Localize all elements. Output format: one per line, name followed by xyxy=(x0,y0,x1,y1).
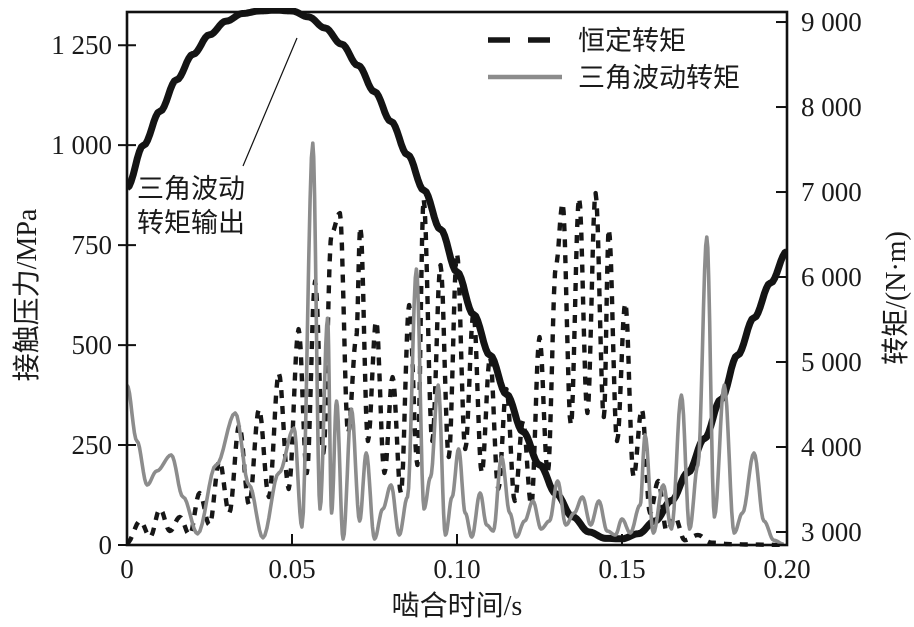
y-right-tick-label: 8 000 xyxy=(801,92,862,122)
curve-torque-output xyxy=(126,8,788,543)
y-left-tick-label: 750 xyxy=(72,230,113,260)
y-left-tick-label: 500 xyxy=(72,330,113,360)
x-tick-label: 0.20 xyxy=(763,554,810,584)
annotation-text-line: 三角波动 xyxy=(137,174,245,204)
curve-triangular-torque xyxy=(126,141,785,546)
legend-item-1: 三角波动转矩 xyxy=(488,63,740,93)
x-tick-label: 0.05 xyxy=(268,554,315,584)
legend-label: 三角波动转矩 xyxy=(578,63,740,93)
x-tick-label: 0 xyxy=(120,554,134,584)
y-left-axis-title: 接触压力/MPa xyxy=(12,208,43,382)
legend-label: 恒定转矩 xyxy=(578,26,686,56)
annotation-leader-line xyxy=(242,37,298,167)
legend-item-0: 恒定转矩 xyxy=(488,26,686,56)
y-right-tick-label: 9 000 xyxy=(801,7,862,37)
y-right-tick-label: 7 000 xyxy=(801,177,862,207)
x-tick-label: 0.15 xyxy=(598,554,645,584)
y-right-tick-label: 4 000 xyxy=(801,432,862,462)
y-right-tick-label: 6 000 xyxy=(801,262,862,292)
curve-constant-torque xyxy=(126,190,787,547)
x-axis-title: 啮合时间/s xyxy=(391,591,523,622)
curves-group xyxy=(126,8,788,547)
y-right-tick-label: 3 000 xyxy=(801,517,862,547)
y-left-tick-label: 250 xyxy=(72,430,113,460)
x-tick-label: 0.10 xyxy=(433,554,480,584)
y-left-tick-label: 1 250 xyxy=(51,30,112,60)
y-left-tick-label: 1 000 xyxy=(51,130,112,160)
annotation-text-line: 转矩输出 xyxy=(137,208,245,238)
y-left-tick-label: 0 xyxy=(99,530,113,560)
y-right-axis-title: 转矩/(N·m) xyxy=(881,231,912,365)
y-right-tick-label: 5 000 xyxy=(801,347,862,377)
